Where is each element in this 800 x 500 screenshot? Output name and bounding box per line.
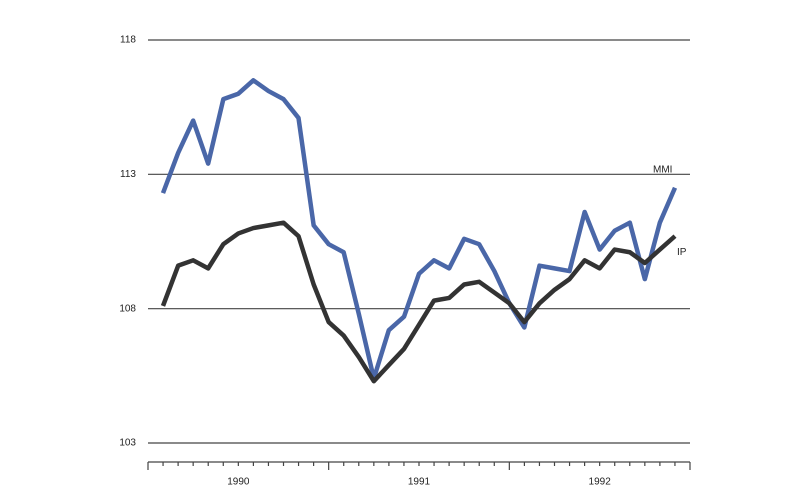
series-line [160, 220, 677, 384]
y-tick-label: 118 [120, 35, 136, 46]
series-label: IP [677, 247, 687, 258]
series-line [160, 78, 678, 381]
y-tick-label: 108 [119, 303, 136, 314]
series-label: MMI [653, 164, 672, 175]
x-tick-label: 1991 [408, 477, 431, 488]
y-tick-label: 113 [120, 169, 136, 180]
y-tick-label: 103 [119, 438, 136, 449]
x-tick-label: 1990 [227, 477, 250, 488]
x-tick-label: 1992 [589, 477, 612, 488]
